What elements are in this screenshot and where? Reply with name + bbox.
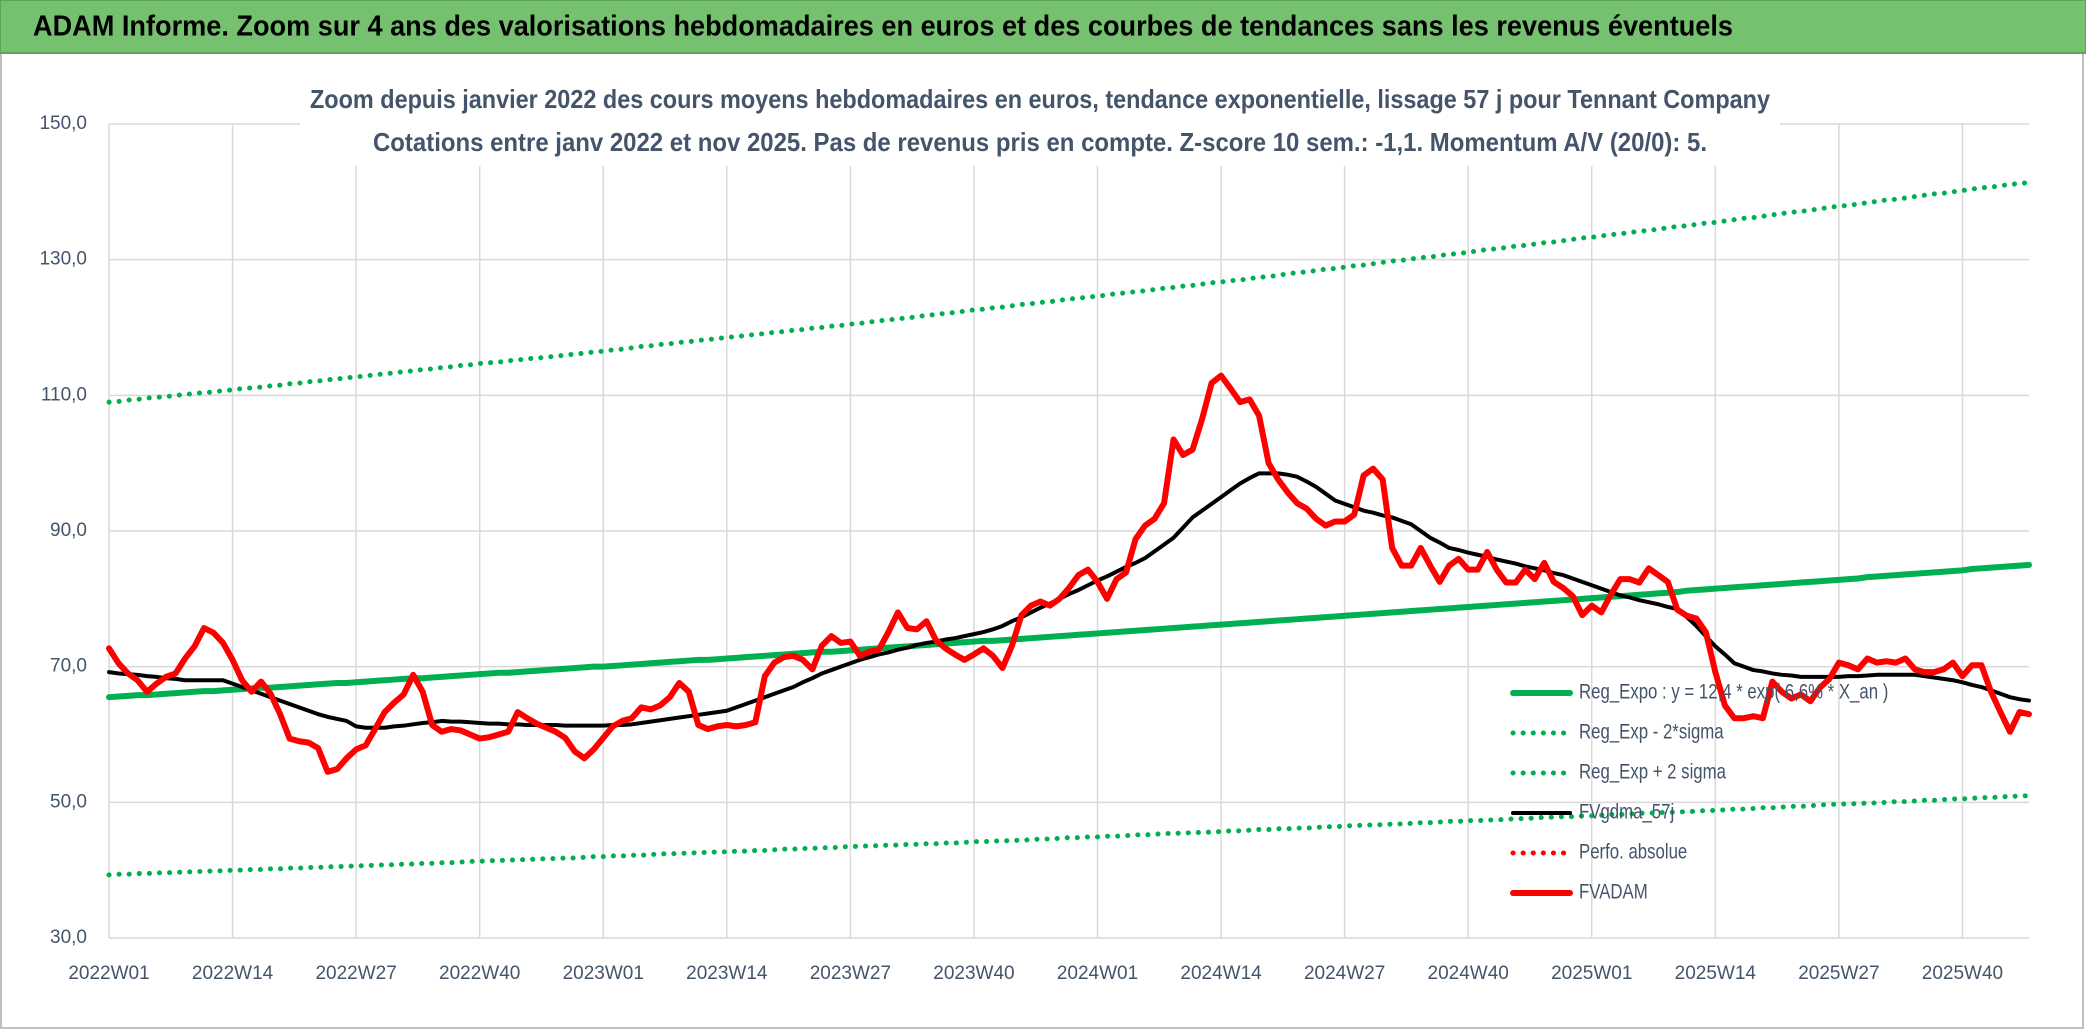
series-line bbox=[106, 179, 2032, 405]
x-tick-label: 2025W14 bbox=[1675, 963, 1757, 984]
banner bbox=[0, 0, 2086, 54]
chart-title: Zoom depuis janvier 2022 des cours moyen… bbox=[310, 84, 1770, 114]
legend-label: Reg_Expo : y = 12,4 * exp( 6,6% * X_an ) bbox=[1579, 681, 1888, 704]
y-tick-label: 30,0 bbox=[50, 927, 87, 948]
x-tick-label: 2025W27 bbox=[1798, 963, 1879, 984]
x-tick-label: 2023W40 bbox=[933, 963, 1014, 984]
x-tick-label: 2022W27 bbox=[315, 963, 396, 984]
legend-label: Reg_Exp - 2*sigma bbox=[1579, 721, 1724, 744]
y-tick-label: 110,0 bbox=[41, 384, 87, 405]
x-tick-label: 2023W27 bbox=[810, 963, 891, 984]
y-tick-label: 130,0 bbox=[39, 249, 87, 270]
x-tick-label: 2025W01 bbox=[1551, 963, 1632, 984]
x-tick-label: 2022W40 bbox=[439, 963, 520, 984]
x-tick-label: 2024W14 bbox=[1180, 963, 1262, 984]
x-tick-label: 2023W14 bbox=[686, 963, 768, 984]
x-tick-label: 2022W01 bbox=[68, 963, 149, 984]
legend-label: FVADAM bbox=[1579, 881, 1648, 904]
y-tick-label: 70,0 bbox=[50, 656, 87, 677]
legend-label: FVgdma_57j bbox=[1579, 801, 1674, 824]
series-line bbox=[106, 793, 2032, 878]
legend-label: Perfo. absolue bbox=[1579, 841, 1687, 864]
y-tick-label: 90,0 bbox=[50, 520, 87, 541]
legend: Reg_Expo : y = 12,4 * exp( 6,6% * X_an )… bbox=[1510, 681, 1888, 904]
x-tick-label: 2023W01 bbox=[563, 963, 644, 984]
x-tick-label: 2025W40 bbox=[1922, 963, 2003, 984]
x-tick-label: 2024W01 bbox=[1057, 963, 1138, 984]
series-line bbox=[106, 561, 2032, 701]
y-tick-label: 50,0 bbox=[50, 791, 87, 812]
x-tick-label: 2024W40 bbox=[1428, 963, 1509, 984]
series-line bbox=[106, 372, 2032, 775]
title-background bbox=[300, 80, 1780, 166]
x-tick-label: 2024W27 bbox=[1304, 963, 1385, 984]
legend-label: Reg_Exp + 2 sigma bbox=[1579, 761, 1726, 784]
chart-subtitle: Cotations entre janv 2022 et nov 2025. P… bbox=[373, 127, 1707, 157]
banner-title: ADAM Informe. Zoom sur 4 ans des valoris… bbox=[33, 11, 1733, 43]
y-tick-label: 150,0 bbox=[39, 113, 87, 134]
x-tick-label: 2022W14 bbox=[192, 963, 274, 984]
